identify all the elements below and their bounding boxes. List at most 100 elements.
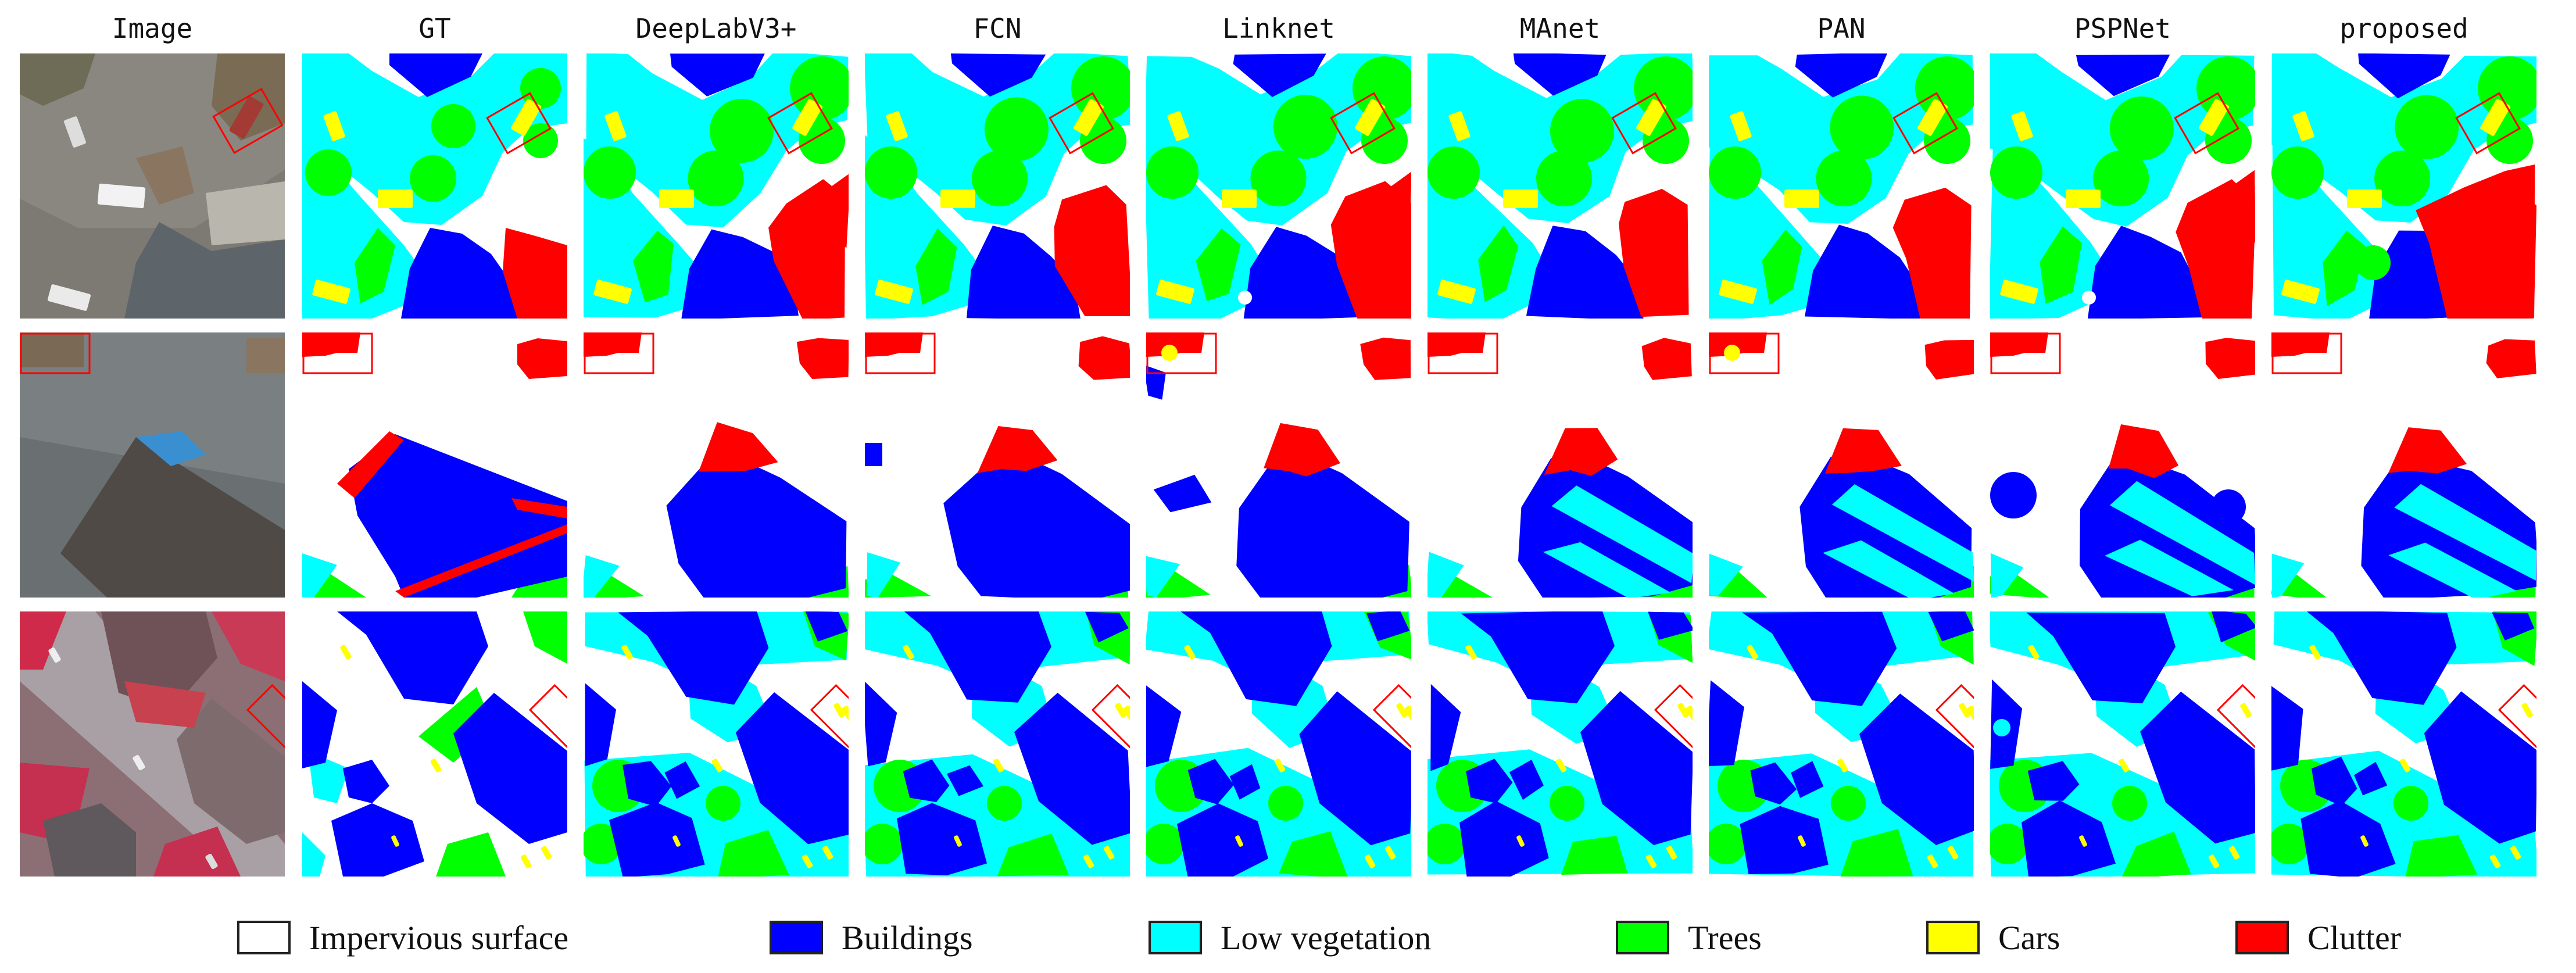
lowveg-region xyxy=(2388,542,2517,598)
tree-region xyxy=(436,832,506,877)
car-region xyxy=(2360,835,2369,847)
legend-item-clutter: Clutter xyxy=(2235,911,2401,964)
tree-region xyxy=(987,786,1022,821)
lowveg-region xyxy=(1146,556,1180,598)
tree-region xyxy=(2395,95,2459,159)
tree-region xyxy=(1250,151,1307,206)
lowveg-region xyxy=(1551,485,1693,584)
building-region xyxy=(401,228,517,319)
car-region xyxy=(2399,759,2411,772)
car-region xyxy=(842,705,849,721)
tree-region xyxy=(1561,835,1628,875)
tree-region xyxy=(1427,146,1480,199)
building-region xyxy=(946,765,984,796)
car-region xyxy=(1959,703,1970,718)
column-header-pan: PAN xyxy=(1817,13,1866,44)
building-region xyxy=(735,692,849,845)
highlight-box xyxy=(584,332,654,374)
tile-row-1-pan xyxy=(1709,53,1974,319)
column-header-fcn: FCN xyxy=(973,13,1022,44)
car-region xyxy=(1364,854,1376,868)
tile-row-3-gt xyxy=(302,611,567,877)
pavement-region xyxy=(20,332,285,484)
tile-row-2-image xyxy=(20,332,285,598)
clutter-region xyxy=(511,498,567,518)
building-region xyxy=(1750,762,1797,805)
tree-region xyxy=(2109,96,2174,160)
car-region xyxy=(2011,111,2033,141)
highlight-box xyxy=(486,92,552,155)
car-region xyxy=(2292,111,2314,141)
column-header-pspnet: PSPNet xyxy=(2074,13,2171,44)
highlight-box xyxy=(2271,332,2342,374)
highlight-box xyxy=(865,332,936,374)
class-legend: Impervious surface Buildings Low vegetatio… xyxy=(0,911,2576,964)
car-region xyxy=(2000,280,2038,304)
building-region xyxy=(865,681,897,767)
car-region xyxy=(1798,835,1806,847)
building-region xyxy=(967,226,1081,319)
highlight-box xyxy=(528,684,567,749)
lowveg-region xyxy=(1990,553,2024,598)
lowveg-region xyxy=(302,53,567,225)
highlight-box xyxy=(1372,684,1411,749)
tree-region xyxy=(2374,151,2431,206)
car-region xyxy=(1917,99,1948,136)
building-region xyxy=(1709,680,1744,767)
car-region xyxy=(2309,645,2321,660)
tree-region xyxy=(1361,117,1408,164)
car-region xyxy=(1448,111,1471,141)
car-region xyxy=(391,835,399,847)
clutter-region xyxy=(395,524,567,598)
tile-row-2-gt xyxy=(302,332,567,598)
car-region xyxy=(954,835,962,847)
tree-region xyxy=(523,123,558,158)
tree-region xyxy=(865,146,917,199)
tree-region xyxy=(984,97,1049,162)
car-region xyxy=(430,759,442,772)
tree-region xyxy=(2040,226,2082,304)
highlight-box xyxy=(302,332,373,374)
tile-row-1-linknet xyxy=(1146,53,1411,319)
tile-row-2-pan xyxy=(1709,332,1974,598)
car-region xyxy=(593,280,632,304)
lowveg-region xyxy=(2109,481,2255,585)
highlight-box xyxy=(20,332,91,374)
highlight-box xyxy=(1611,92,1677,155)
column-header-gt: GT xyxy=(418,13,451,44)
car-region xyxy=(2228,846,2240,860)
legend-swatch-lowveg xyxy=(1149,921,1202,954)
clutter-region xyxy=(302,332,360,357)
tree-region xyxy=(2323,230,2366,306)
tree-region xyxy=(2393,786,2428,821)
roof-region xyxy=(43,803,136,877)
car-region xyxy=(312,280,350,304)
tree-region xyxy=(1924,117,1970,164)
building-region xyxy=(349,434,567,598)
vegetation-region xyxy=(20,53,95,106)
tree-region xyxy=(1273,95,1337,159)
car-region xyxy=(2208,854,2220,868)
clutter-region xyxy=(795,174,849,248)
highlight-box xyxy=(1935,684,1974,749)
highlight-box xyxy=(246,684,285,749)
building-region xyxy=(688,618,740,660)
car-region xyxy=(672,835,681,847)
clutter-region xyxy=(1990,332,2048,357)
building-region xyxy=(2027,761,2080,801)
lowveg-region xyxy=(1993,719,2010,736)
tree-region xyxy=(1709,824,1747,864)
tree-region xyxy=(1353,56,1411,120)
car-region xyxy=(1161,345,1178,361)
tree-region xyxy=(2093,151,2149,206)
clutter-region xyxy=(2486,339,2536,378)
clutter-region xyxy=(1544,428,1618,476)
legend-label-clutter: Clutter xyxy=(2307,918,2402,957)
legend-swatch-impervious xyxy=(237,921,291,954)
legend-item-lowveg: Low vegetation xyxy=(1149,911,1431,964)
clutter-region xyxy=(1054,185,1130,316)
building-region xyxy=(1990,472,2037,518)
car-region xyxy=(903,645,914,660)
column-header-linknet: Linknet xyxy=(1222,13,1335,44)
